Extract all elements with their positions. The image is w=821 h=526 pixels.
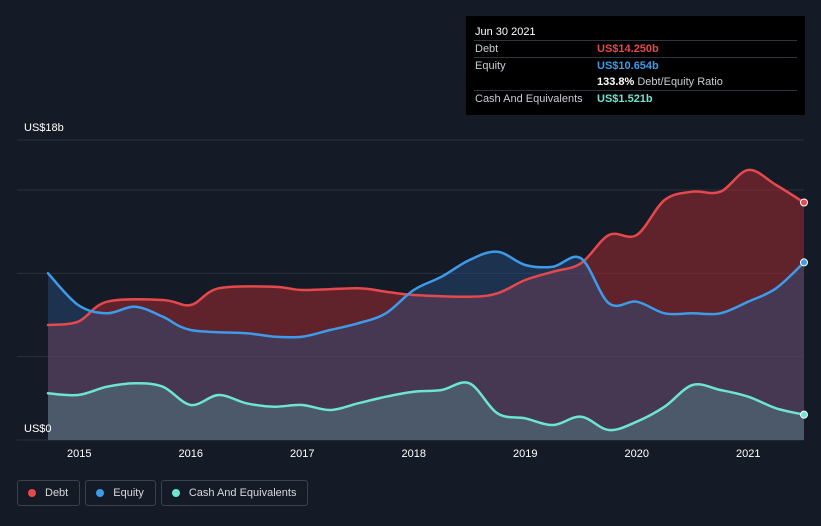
tooltip-label-equity: Equity: [475, 60, 506, 72]
legend-dot-cash-icon: [171, 489, 180, 497]
tooltip-row-ratio: 133.8% Debt/Equity Ratio: [474, 74, 797, 90]
x-tick-label: 2019: [513, 448, 537, 460]
legend-item-equity[interactable]: Equity: [85, 480, 156, 506]
line-cash-and-equivalents: [46, 381, 806, 432]
marker-cash-and-equivalents: [800, 410, 808, 419]
tooltip-label-debt: Debt: [475, 43, 499, 55]
end-markers: [800, 198, 808, 419]
series-lines: [46, 168, 806, 432]
tooltip-ratio-caption: Debt/Equity Ratio: [637, 76, 723, 88]
series-areas: [48, 169, 804, 440]
area-cash-and-equivalents: [48, 382, 804, 440]
tooltip-date: Jun 30 2021: [475, 26, 536, 38]
line-equity: [46, 250, 806, 339]
area-debt: [48, 169, 804, 440]
chart-legend: Debt Equity Cash And Equivalents: [17, 480, 309, 506]
area-equity: [48, 251, 804, 440]
tooltip-panel: Jun 30 2021 Debt US$14.250b Equity US$10…: [466, 16, 805, 115]
legend-label-cash: Cash And Equivalents: [188, 487, 297, 499]
y-tick-label: US$0: [24, 423, 52, 435]
line-debt: [46, 168, 806, 327]
tooltip-row-cash: Cash And Equivalents US$1.521b: [474, 90, 797, 107]
tooltip-label-cash: Cash And Equivalents: [475, 93, 583, 105]
x-tick-label: 2016: [178, 448, 202, 460]
tooltip-value-ratio: 133.8%: [597, 76, 635, 88]
legend-item-debt[interactable]: Debt: [17, 480, 81, 506]
legend-dot-equity-icon: [96, 489, 105, 497]
x-tick-label: 2021: [736, 448, 760, 460]
tooltip-value-debt: US$14.250b: [597, 43, 659, 55]
tooltip-label-ratio: [475, 74, 597, 90]
legend-label-equity: Equity: [113, 487, 144, 499]
tooltip-row-debt: Debt US$14.250b: [474, 40, 797, 57]
y-tick-label: US$18b: [24, 122, 64, 134]
legend-item-cash[interactable]: Cash And Equivalents: [160, 480, 309, 506]
legend-dot-debt-icon: [28, 489, 36, 497]
x-tick-label: 2015: [67, 448, 91, 460]
tooltip-row-equity: Equity US$10.654b: [474, 57, 797, 74]
axis-labels: US$18b US$0 2015 2016 2017 2018 2019 2020 2021: [24, 122, 760, 460]
marker-debt: [800, 198, 808, 207]
x-tick-label: 2018: [401, 448, 425, 460]
legend-label-debt: Debt: [45, 487, 69, 499]
tooltip-value-equity: US$10.654b: [597, 60, 659, 72]
marker-equity: [800, 258, 808, 267]
tooltip-value-cash: US$1.521b: [597, 93, 653, 105]
x-tick-label: 2020: [625, 448, 649, 460]
x-tick-label: 2017: [290, 448, 314, 460]
